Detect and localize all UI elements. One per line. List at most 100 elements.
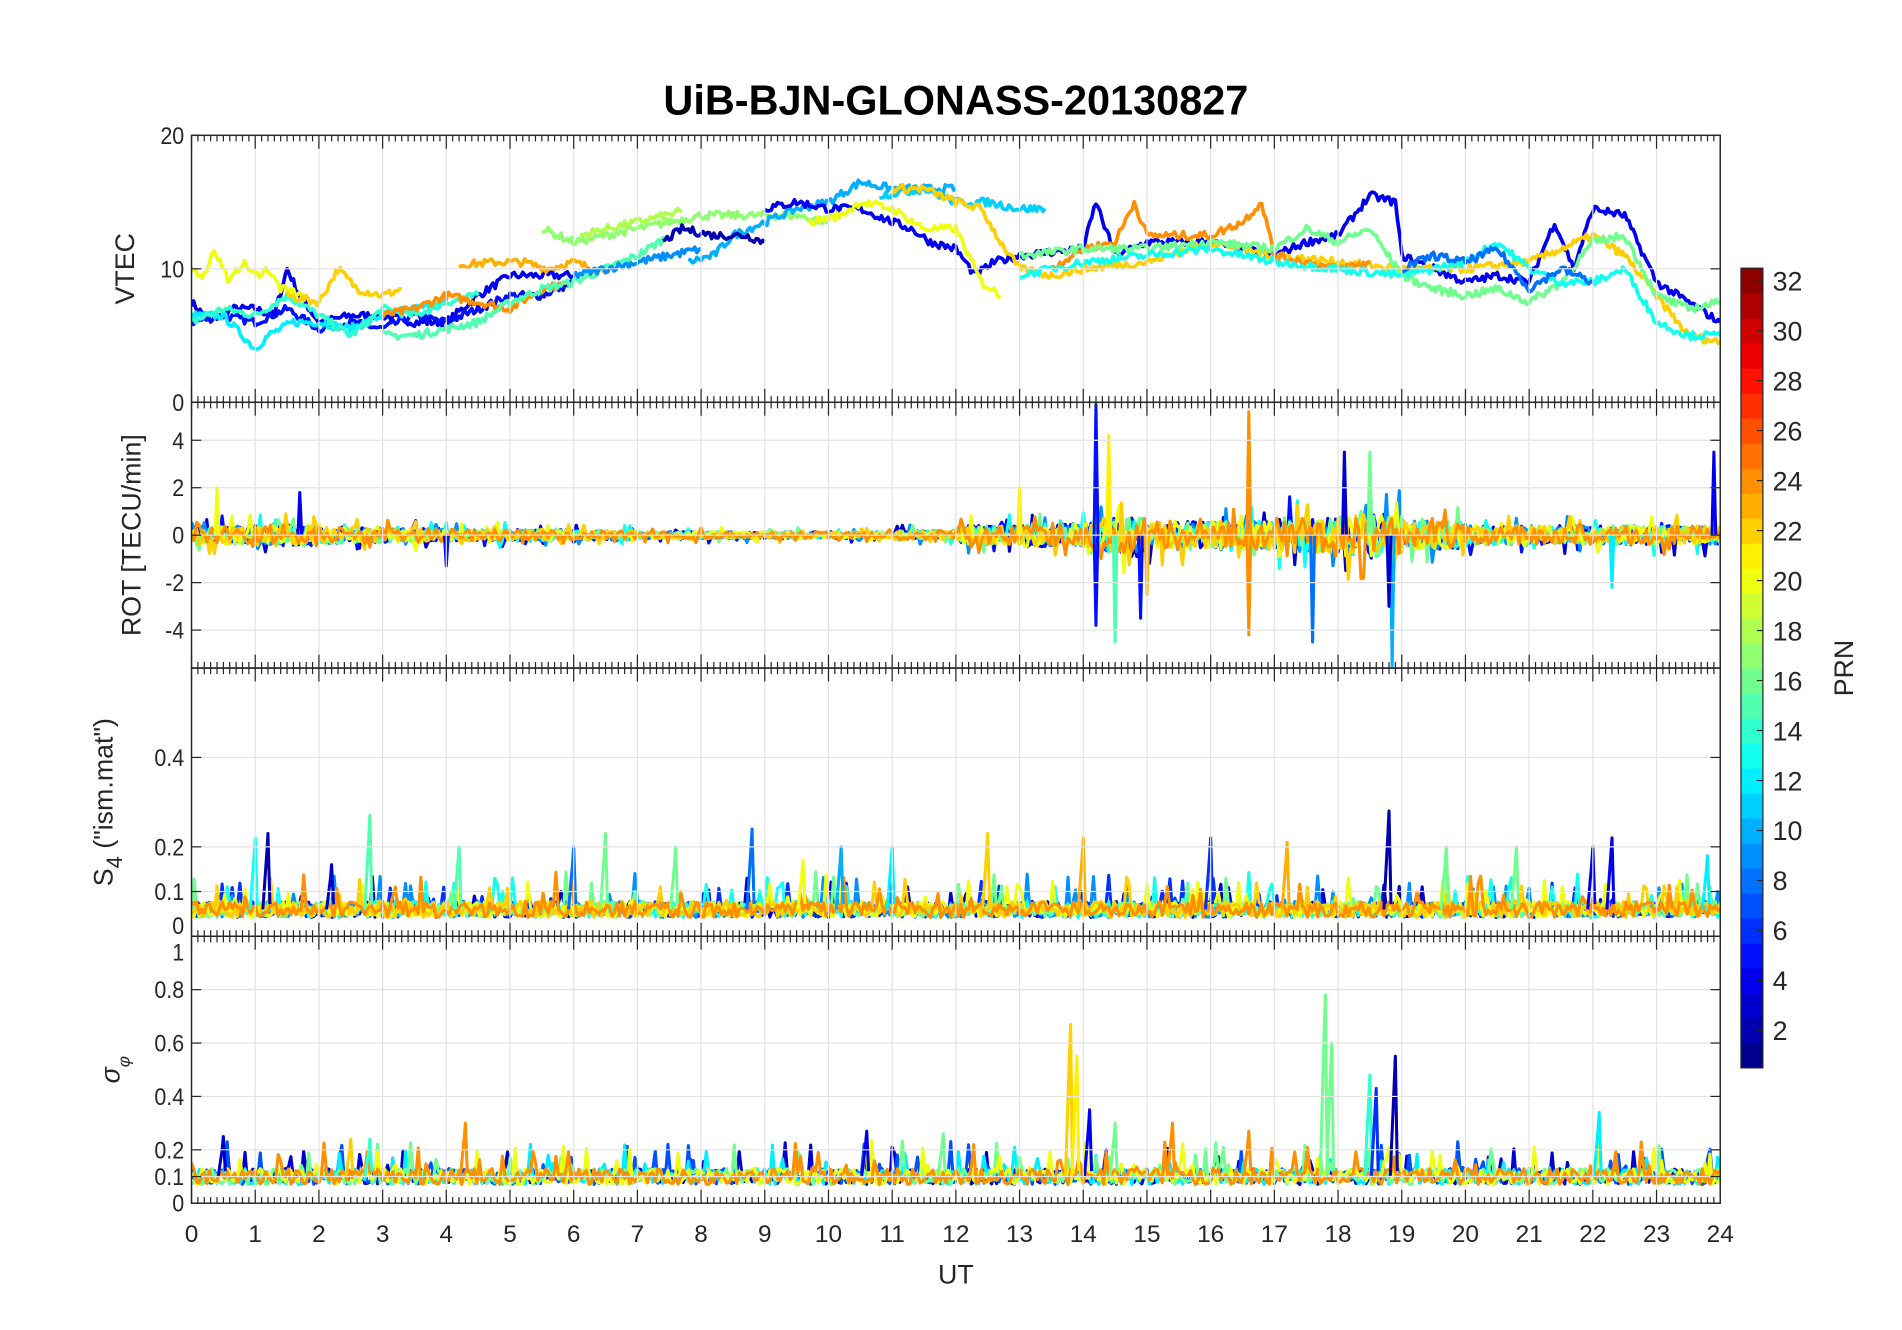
- colorbar-swatch: [1740, 768, 1763, 794]
- sigma_phi-peak: [1325, 1041, 1336, 1177]
- colorbar-tick-label: 12: [1773, 766, 1803, 796]
- rot-spike: [1092, 403, 1100, 536]
- rot-y-tick-label: -2: [165, 569, 184, 597]
- s4-y-tick-label: 0.2: [154, 833, 184, 861]
- x-axis-label: UT: [938, 1260, 974, 1290]
- vtec-series-prn-23: [457, 257, 613, 275]
- y-label-main: σ: [96, 1066, 126, 1083]
- colorbar-swatch: [1740, 817, 1763, 844]
- colorbar-swatch: [1740, 618, 1763, 644]
- sigma_phi-peak: [1165, 1121, 1176, 1177]
- s4-peak: [1700, 854, 1711, 910]
- colorbar-swatch: [1740, 892, 1763, 919]
- rot-spike: [1385, 535, 1393, 608]
- s4-peak: [668, 845, 680, 910]
- sigma_phi-peak: [458, 1121, 469, 1177]
- colorbar-tick-label: 20: [1773, 566, 1803, 596]
- vtec-series-prn-24: [381, 278, 576, 318]
- x-tick-label: 2: [312, 1221, 326, 1248]
- x-tick-label: 0: [185, 1221, 199, 1248]
- rot-spike: [1105, 434, 1113, 536]
- s4-peak: [1382, 809, 1393, 910]
- rot-spike: [1710, 450, 1718, 536]
- x-tick-label: 1: [248, 1221, 262, 1248]
- colorbar-tick-label: 10: [1773, 816, 1803, 846]
- x-tick-label: 4: [440, 1221, 454, 1248]
- sigma_phi-y-tick-label: 0.2: [154, 1136, 184, 1164]
- rot-y-axis-label: ROT [TECU/min]: [116, 434, 146, 636]
- rot-spike: [1309, 535, 1317, 644]
- colorbar-swatch: [1740, 842, 1763, 869]
- vtec-series-prn-14: [191, 290, 480, 339]
- vtec-y-tick-label: 0: [172, 389, 184, 417]
- s4-peak: [325, 863, 336, 910]
- y-label-main: S: [88, 868, 118, 886]
- sigma_phi-peak: [1592, 1110, 1603, 1177]
- rot-spike: [1245, 535, 1253, 637]
- s4-y-tick-label: 0.1: [154, 878, 184, 906]
- colorbar-swatch: [1740, 543, 1763, 569]
- colorbar-swatch: [1740, 368, 1763, 394]
- colorbar-frame: [1740, 267, 1764, 1069]
- x-tick-label: 6: [567, 1221, 581, 1248]
- rot-spike: [296, 490, 304, 536]
- colorbar-swatch: [1740, 293, 1763, 319]
- s4-peak: [261, 831, 272, 910]
- colorbar-swatch: [1740, 743, 1763, 769]
- sigma_phi-y-tick-label: 0.8: [154, 976, 184, 1004]
- s4-peak: [452, 845, 463, 910]
- colorbar-swatch: [1740, 718, 1763, 744]
- rot-spike: [1245, 410, 1253, 536]
- colorbar-tick-label: 14: [1773, 716, 1803, 746]
- colorbar-tick-label: 16: [1773, 666, 1803, 696]
- y-label-subscript: 4: [102, 856, 127, 868]
- colorbar-swatch: [1740, 793, 1763, 819]
- rot-spike: [1366, 450, 1374, 536]
- sigma_phi-peak: [344, 1137, 355, 1177]
- colorbar-swatch: [1740, 1017, 1763, 1044]
- sigma_phi-peak: [1108, 1121, 1119, 1177]
- colorbar-tick-label: 8: [1773, 866, 1788, 896]
- s4-y-axis-label: S4 ("ism.mat"): [88, 718, 127, 886]
- colorbar-swatch: [1740, 917, 1763, 944]
- colorbar-swatch: [1740, 867, 1763, 894]
- s4-peak: [834, 845, 845, 910]
- colorbar-swatch: [1740, 418, 1763, 444]
- colorbar-tick-label: 2: [1773, 1016, 1788, 1046]
- sigma_phi-y-axis-label: σφ: [96, 1056, 134, 1083]
- colorbar-swatch: [1740, 693, 1763, 719]
- x-tick-label: 19: [1388, 1221, 1415, 1248]
- x-tick-label: 11: [880, 1221, 905, 1248]
- rot-spike: [1111, 535, 1119, 644]
- s4-peak: [981, 831, 992, 910]
- sigma_phi-y-tick-label: 0.6: [154, 1029, 184, 1057]
- sigma_phi-y-tick-label: 1: [172, 938, 184, 966]
- colorbar-tick-label: 6: [1773, 916, 1788, 946]
- x-tick-label: 14: [1070, 1221, 1097, 1248]
- x-tick-label: 7: [631, 1221, 645, 1248]
- colorbar-swatch: [1740, 967, 1763, 994]
- x-tick-label: 12: [942, 1221, 969, 1248]
- s4-y-tick-label: 0.4: [154, 744, 184, 772]
- vtec-series-prn-15: [382, 234, 671, 341]
- colorbar-swatch: [1740, 1042, 1763, 1069]
- x-tick-label: 8: [694, 1221, 708, 1248]
- x-tick-label: 17: [1261, 1221, 1288, 1248]
- s4-peak: [1204, 836, 1215, 910]
- x-tick-label: 16: [1197, 1221, 1224, 1248]
- colorbar-swatch: [1740, 942, 1763, 969]
- x-tick-label: 22: [1579, 1221, 1606, 1248]
- colorbar-tick-label: 28: [1773, 366, 1803, 396]
- colorbar-tick-label: 18: [1773, 616, 1803, 646]
- colorbar-swatch: [1740, 992, 1763, 1019]
- x-tick-label: 5: [503, 1221, 517, 1248]
- x-tick-label: 9: [758, 1221, 772, 1248]
- rot-spike: [1137, 535, 1145, 620]
- rot-spike: [1341, 450, 1348, 536]
- x-tick-label: 20: [1452, 1221, 1479, 1248]
- vtec-series-prn-2: [662, 223, 766, 246]
- sigma_phi-peak: [363, 1137, 374, 1177]
- sigma_phi-peak: [1242, 1129, 1253, 1177]
